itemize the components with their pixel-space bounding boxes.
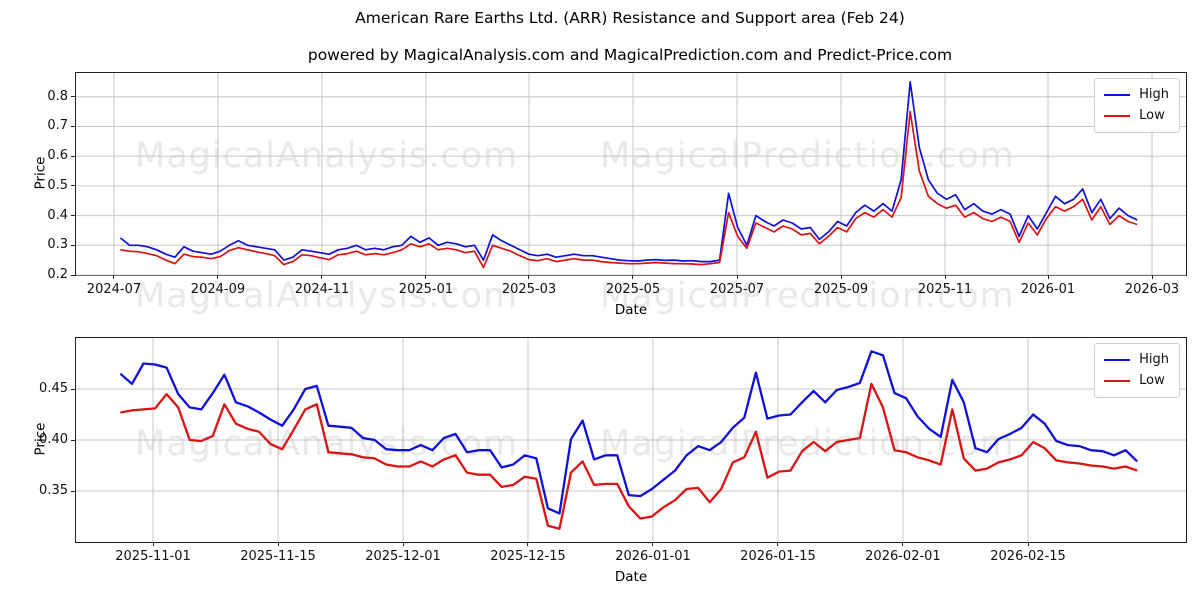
series-line-high	[119, 81, 1138, 263]
legend-line-high	[1104, 358, 1131, 361]
x-tick-mark	[217, 275, 219, 279]
x-tick-label: 2025-01	[398, 282, 454, 297]
y-tick-mark	[71, 388, 75, 390]
y-tick-mark	[71, 490, 75, 492]
x-tick-label: 2025-11-15	[240, 549, 316, 564]
x-tick-mark	[113, 275, 115, 279]
legend-item-low: Low	[1104, 370, 1169, 391]
x-tick-label: 2025-12-01	[365, 549, 441, 564]
x-tick-mark	[902, 542, 904, 546]
x-tick-mark	[277, 542, 279, 546]
legend-label: Low	[1139, 373, 1165, 388]
x-tick-label: 2025-12-15	[490, 549, 566, 564]
y-tick-label: 0.3	[47, 237, 68, 253]
x-tick-label: 2024-07	[86, 282, 142, 297]
x-tick-label: 2026-01	[1020, 282, 1076, 297]
x-tick-mark	[840, 275, 842, 279]
x-tick-mark	[652, 542, 654, 546]
y-tick-label: 0.5	[47, 177, 68, 193]
x-tick-mark	[1151, 275, 1153, 279]
x-tick-label: 2024-09	[190, 282, 246, 297]
x-tick-label: 2026-03	[1124, 282, 1180, 297]
legend-label: High	[1139, 352, 1169, 367]
legend-label: High	[1139, 87, 1169, 102]
x-axis-label: Date	[614, 302, 648, 318]
legend-item-low: Low	[1104, 105, 1169, 126]
x-tick-label: 2025-09	[813, 282, 869, 297]
x-tick-label: 2026-01-01	[615, 549, 691, 564]
y-tick-label: 0.35	[39, 483, 68, 498]
bottom-price-chart: 2025-11-01 2025-11-15 2025-12-01 2025-12-15…	[32, 337, 1187, 585]
x-tick-label: 2026-01-15	[740, 549, 816, 564]
top-price-chart: 2024-07 2024-09 2024-11 2025-01 2025-03 2025-…	[32, 72, 1187, 318]
x-tick-mark	[1047, 275, 1049, 279]
x-tick-mark	[632, 275, 634, 279]
y-tick-label: 0.7	[47, 118, 68, 134]
y-tick-mark	[71, 439, 75, 441]
chart-subtitle: powered by MagicalAnalysis.com and Magic…	[307, 46, 953, 64]
x-tick-label: 2024-11	[294, 282, 350, 297]
y-axis-label: Price	[32, 422, 49, 456]
x-tick-label: 2025-11	[917, 282, 973, 297]
legend-item-high: High	[1104, 349, 1169, 370]
x-axis-label: Date	[614, 569, 648, 585]
y-tick-mark	[71, 155, 75, 157]
legend-label: Low	[1139, 108, 1165, 123]
legend-line-high	[1104, 93, 1131, 96]
y-tick-mark	[71, 125, 75, 127]
series-line-low	[120, 382, 1138, 530]
x-tick-label: 2025-11-01	[115, 549, 191, 564]
x-tick-mark	[425, 275, 427, 279]
y-axis-label: Price	[32, 156, 49, 190]
series-line-low	[120, 110, 1138, 269]
y-tick-label: 0.4	[47, 207, 68, 223]
watermark-analysis: MagicalAnalysis.com	[135, 276, 519, 316]
legend: High Low	[1094, 78, 1180, 133]
legend-line-low	[1104, 379, 1131, 382]
x-tick-label: 2026-02-01	[865, 549, 941, 564]
x-tick-mark	[321, 275, 323, 279]
y-tick-label: 0.8	[47, 88, 68, 104]
x-tick-mark	[944, 275, 946, 279]
legend-line-low	[1104, 114, 1131, 117]
y-tick-mark	[71, 274, 75, 276]
y-tick-label: 0.40	[39, 432, 68, 447]
chart-title: American Rare Earths Ltd. (ARR) Resistan…	[355, 9, 905, 27]
legend-item-high: High	[1104, 84, 1169, 105]
y-tick-mark	[71, 185, 75, 187]
legend: High Low	[1094, 343, 1180, 398]
y-tick-label: 0.2	[47, 267, 68, 282]
plot-area	[76, 338, 1186, 542]
series-line-high	[119, 350, 1138, 515]
x-tick-label: 2025-07	[709, 282, 765, 297]
y-tick-label: 0.45	[39, 381, 68, 396]
y-tick-label: 0.6	[47, 148, 68, 164]
watermark-prediction: MagicalPrediction.com	[600, 276, 1015, 316]
x-tick-label: 2026-02-15	[990, 549, 1066, 564]
y-tick-mark	[71, 96, 75, 98]
x-tick-mark	[777, 542, 779, 546]
x-tick-mark	[736, 275, 738, 279]
y-tick-mark	[71, 215, 75, 217]
x-tick-mark	[152, 542, 154, 546]
y-tick-mark	[71, 244, 75, 246]
x-tick-mark	[528, 275, 530, 279]
plot-area	[76, 73, 1186, 276]
x-tick-label: 2025-05	[605, 282, 661, 297]
x-tick-mark	[1027, 542, 1029, 546]
x-tick-mark	[402, 542, 404, 546]
x-tick-label: 2025-03	[501, 282, 557, 297]
x-tick-mark	[527, 542, 529, 546]
